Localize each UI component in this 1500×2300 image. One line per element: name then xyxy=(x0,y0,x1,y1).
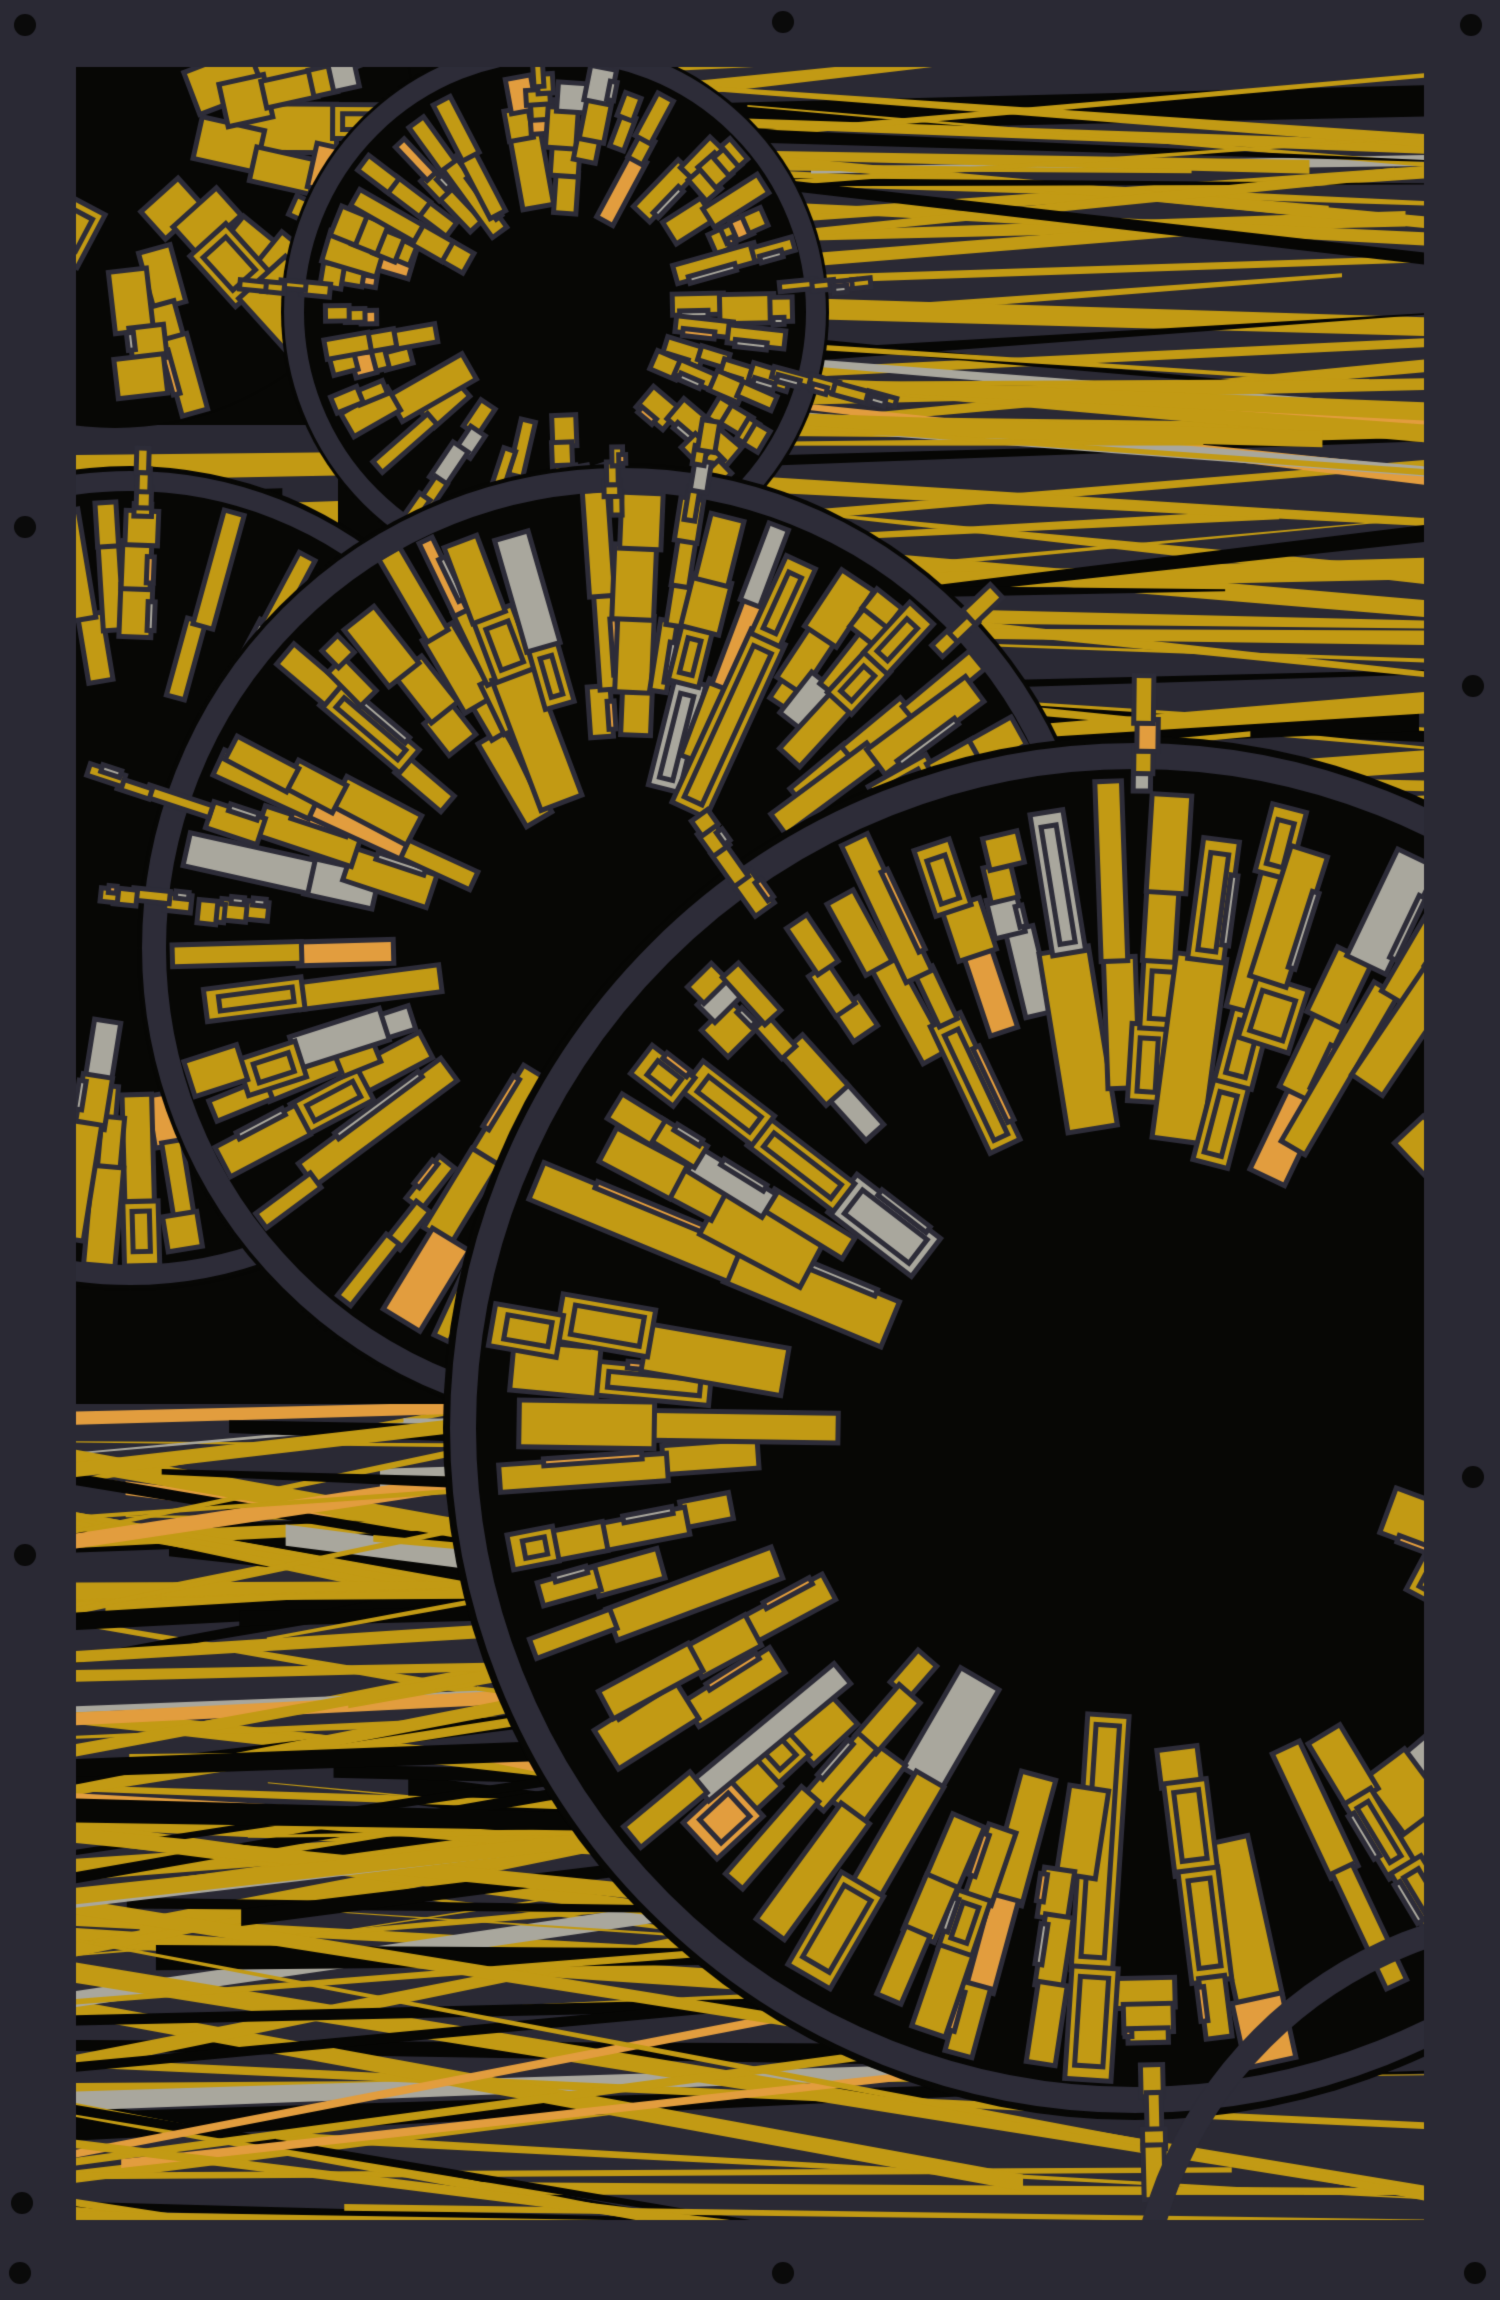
artwork-canvas xyxy=(0,0,1500,2300)
generative-artwork xyxy=(0,0,1500,2300)
